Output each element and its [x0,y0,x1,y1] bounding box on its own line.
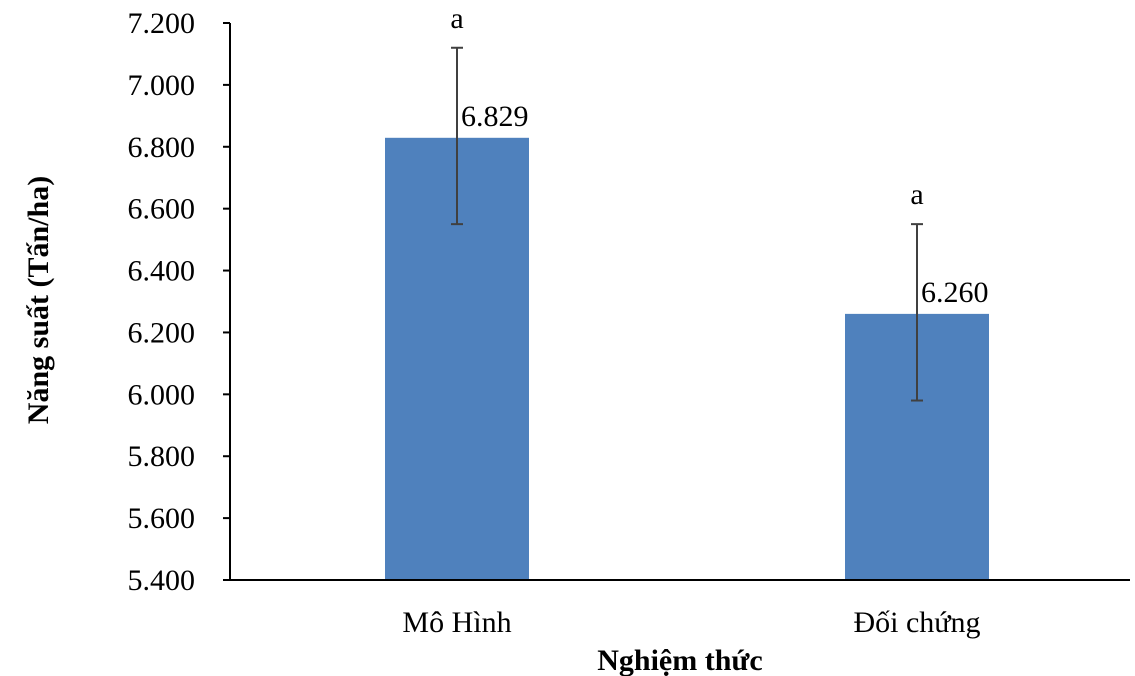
y-axis-ticks: 5.400 5.600 5.800 6.000 6.200 6.400 6.600 6.800… [128,7,230,597]
y-tick-label: 7.200 [128,7,196,40]
error-bar [451,46,463,226]
x-axis-title: Nghiệm thức [597,644,762,676]
y-tick-label: 5.400 [128,564,196,597]
x-axis-categories: Mô Hình Đối chứng [402,606,980,639]
y-tick-label: 5.800 [128,440,196,473]
x-category-label: Đối chứng [853,606,980,639]
y-tick-label: 6.400 [128,255,196,288]
bar-value-label: 6.829 [461,100,529,133]
error-bar [911,223,923,402]
bar-value-label: 6.260 [921,276,989,309]
bars [385,137,989,580]
y-tick-label: 6.600 [128,193,196,226]
x-category-label: Mô Hình [402,606,511,639]
significance-label: a [450,2,463,35]
y-axis-title: Năng suất (Tấn/ha) [22,176,55,424]
data-labels: 6.829 a 6.260 a [450,2,988,309]
y-tick-label: 5.600 [128,502,196,535]
y-tick-label: 6.200 [128,316,196,349]
error-bars [451,46,923,402]
y-tick-label: 6.800 [128,131,196,164]
y-tick-label: 7.000 [128,69,196,102]
significance-label: a [910,178,923,211]
y-tick-label: 6.000 [128,378,196,411]
